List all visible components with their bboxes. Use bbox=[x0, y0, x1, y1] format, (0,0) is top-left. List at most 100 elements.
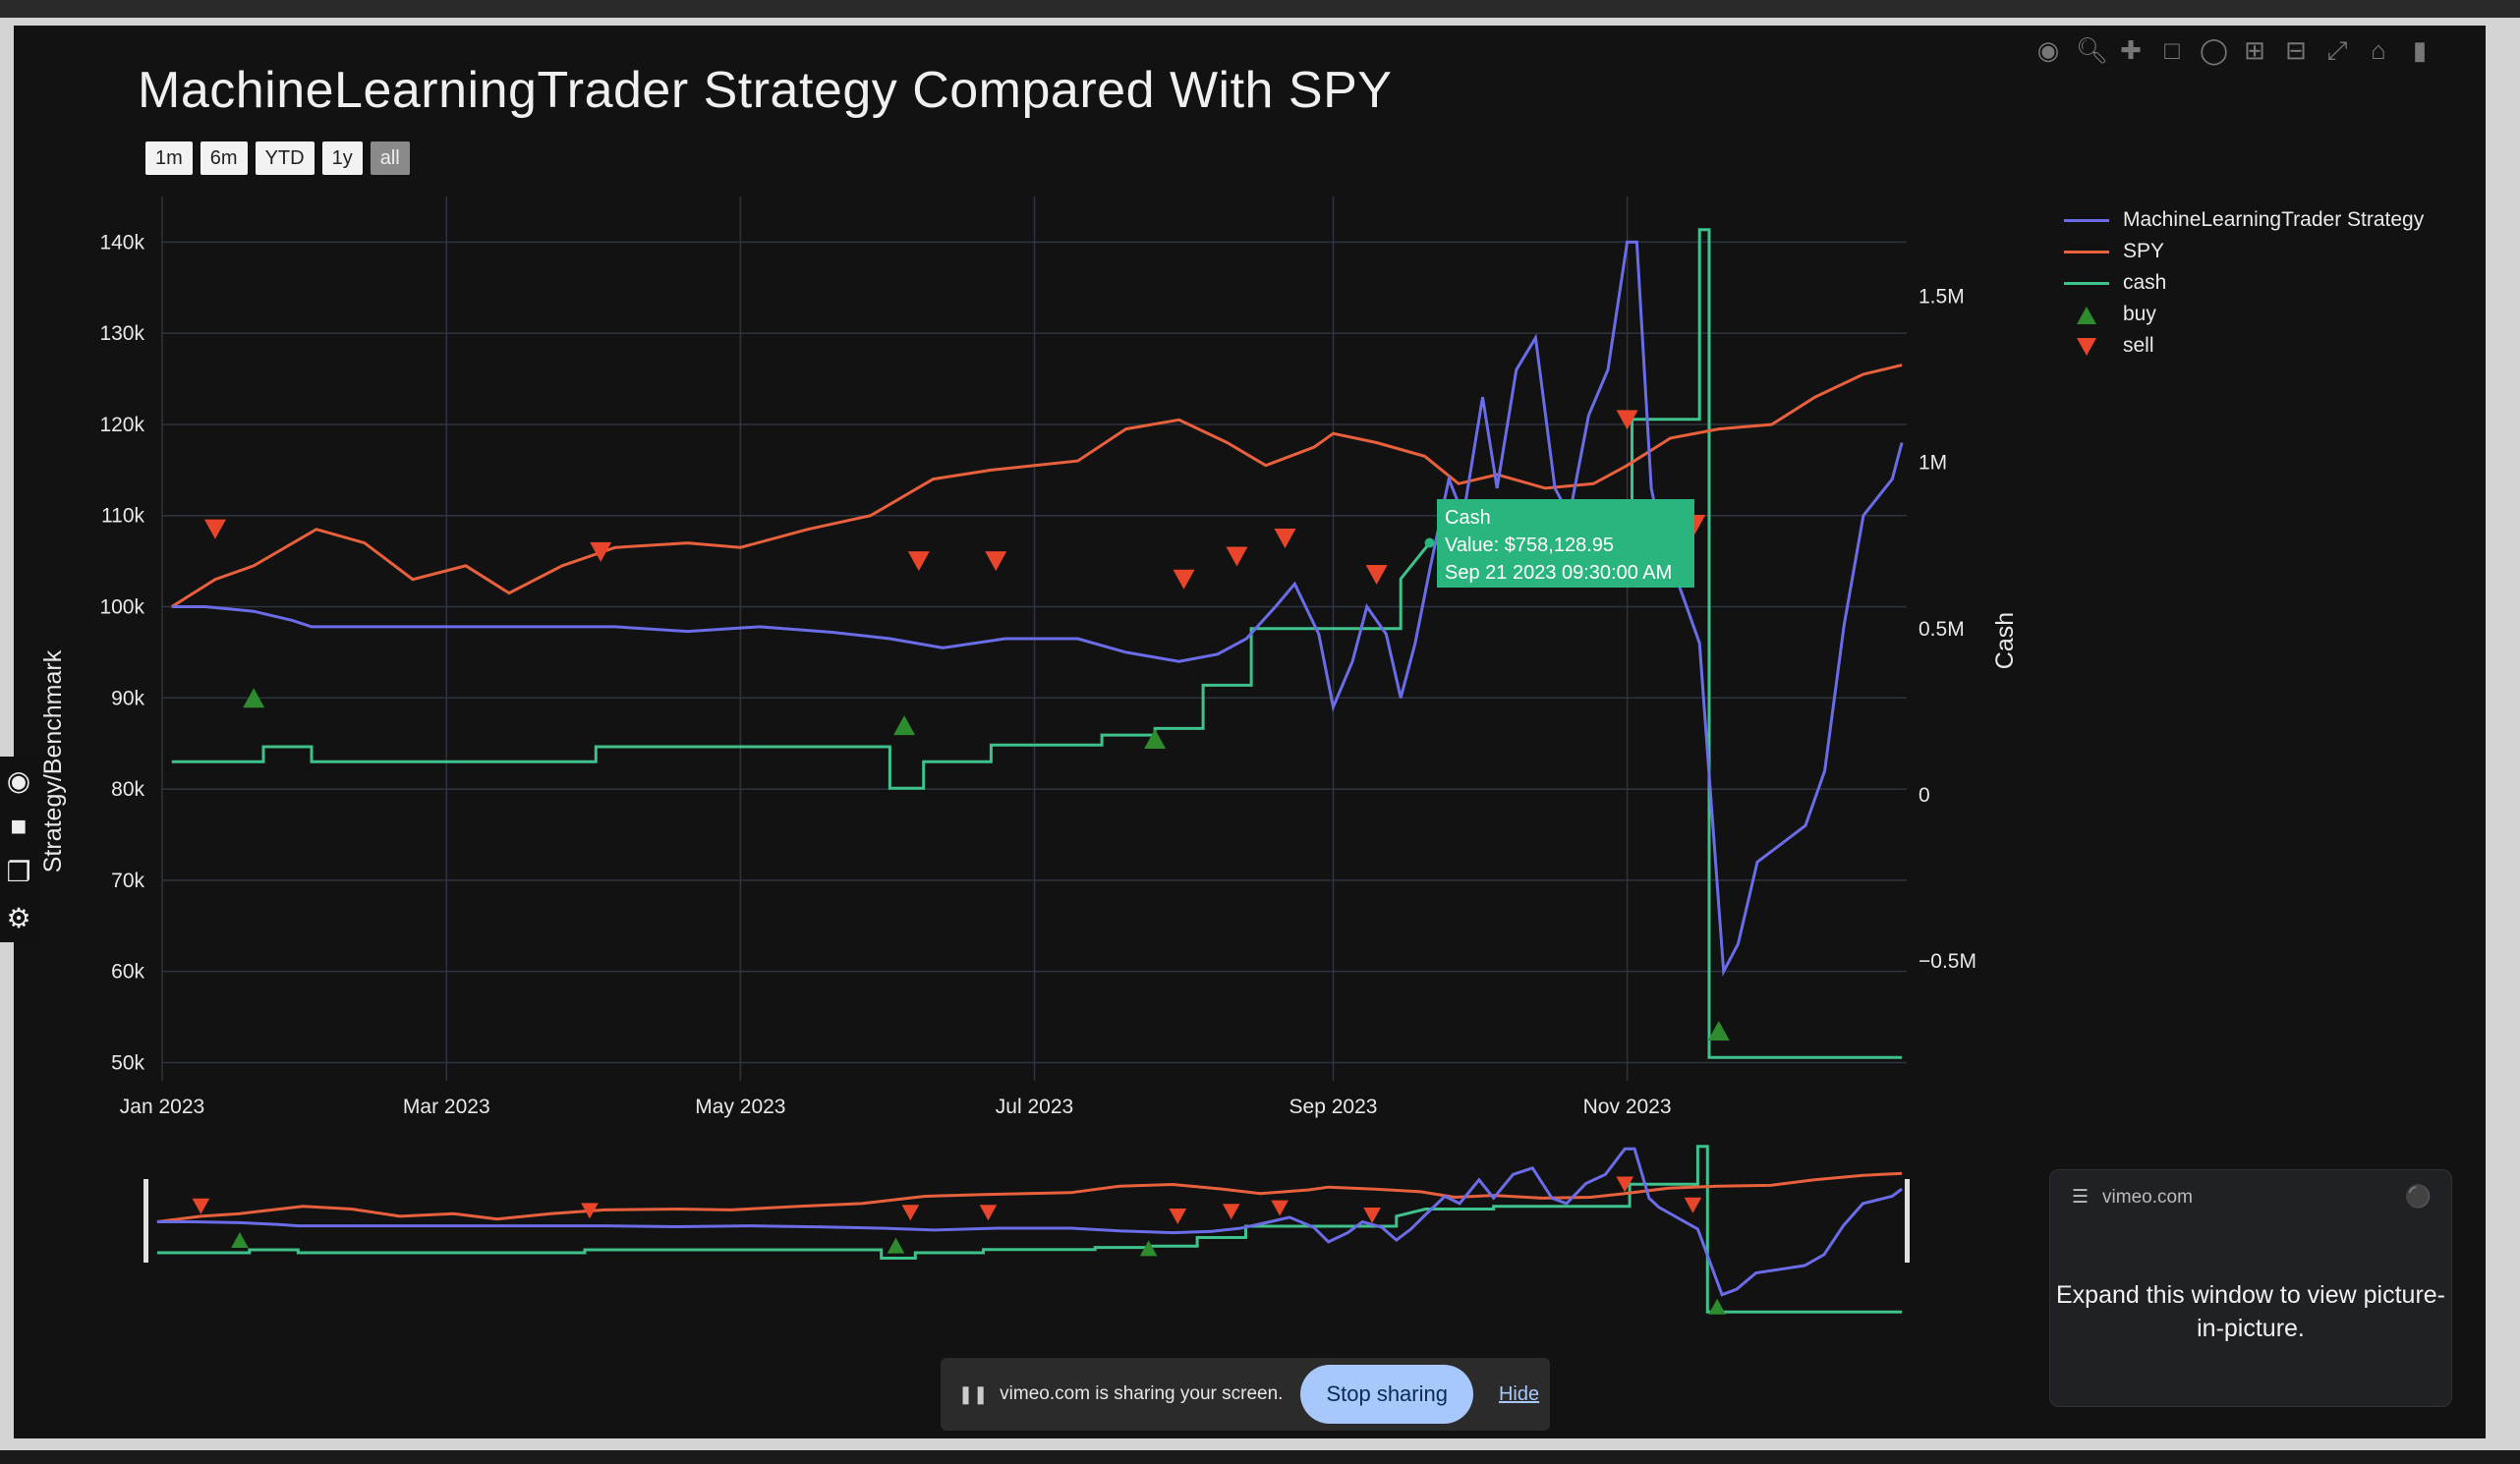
range-button-all[interactable]: all bbox=[370, 141, 410, 175]
left-toolbar: ◉ ■ ❐ ⚙ bbox=[0, 757, 37, 942]
autoscale-icon[interactable]: ⤢ bbox=[2326, 35, 2348, 65]
y2-tick-label: 1M bbox=[1919, 452, 1947, 475]
microphone-icon[interactable]: ⚫ bbox=[2404, 1184, 2432, 1209]
reset-axes-icon[interactable]: ⌂ bbox=[2371, 35, 2386, 65]
y-tick-label: 120k bbox=[99, 414, 144, 436]
camera-icon[interactable]: ◉ bbox=[6, 765, 31, 796]
slider-sell-marker bbox=[192, 1198, 210, 1214]
sell-marker bbox=[1616, 410, 1638, 430]
zoom-in-icon[interactable]: ⊞ bbox=[2244, 35, 2265, 65]
slider-handle-right bbox=[1905, 1179, 1910, 1263]
y-axis-title: Strategy/Benchmark bbox=[39, 649, 67, 873]
zoom-out-icon[interactable]: ⊟ bbox=[2285, 35, 2307, 65]
y2-tick-label: 0.5M bbox=[1919, 618, 1965, 641]
legend-item-sell[interactable]: sell bbox=[2064, 330, 2424, 362]
slider-line-spy bbox=[156, 1171, 1903, 1223]
pip-message: Expand this window to view picture-in-pi… bbox=[2055, 1281, 2446, 1342]
legend-item-strategy[interactable]: MachineLearningTrader Strategy bbox=[2064, 204, 2424, 236]
pip-site: vimeo.com bbox=[2102, 1186, 2193, 1208]
legend-swatch-strategy bbox=[2064, 208, 2109, 232]
slider-sell-marker bbox=[1271, 1200, 1289, 1216]
gear-icon[interactable]: ⚙ bbox=[6, 903, 31, 933]
window-icon[interactable]: ❐ bbox=[6, 857, 31, 887]
x-tick-label: May 2023 bbox=[695, 1096, 785, 1118]
y-tick-label: 60k bbox=[111, 961, 144, 984]
x-tick-label: Sep 2023 bbox=[1289, 1096, 1378, 1118]
screen-share-bar: ❚❚ vimeo.com is sharing your screen. Sto… bbox=[941, 1358, 1550, 1431]
pip-window[interactable]: ☰ vimeo.com ⚫ Expand this window to view… bbox=[2049, 1169, 2452, 1407]
y-tick-label: 90k bbox=[111, 687, 144, 709]
legend-label-spy: SPY bbox=[2123, 240, 2165, 262]
tooltip-date: Sep 21 2023 09:30:00 AM bbox=[1445, 562, 1672, 584]
range-button-1m[interactable]: 1m bbox=[145, 141, 193, 175]
slider-buy-marker bbox=[1708, 1298, 1726, 1315]
y-tick-label: 140k bbox=[99, 231, 144, 253]
y-tick-label: 80k bbox=[111, 778, 144, 801]
pan-icon[interactable]: ✚ bbox=[2120, 35, 2142, 65]
camera-icon[interactable]: ◉ bbox=[2036, 35, 2060, 65]
legend-swatch-buy bbox=[2064, 303, 2109, 326]
slider-buy-marker bbox=[231, 1232, 249, 1249]
tune-icon[interactable]: ☰ bbox=[2072, 1187, 2090, 1208]
legend-item-spy[interactable]: SPY bbox=[2064, 236, 2424, 267]
tooltip-value: Value: $758,128.95 bbox=[1445, 535, 1614, 556]
sell-marker bbox=[985, 551, 1007, 572]
x-tick-label: Nov 2023 bbox=[1583, 1096, 1672, 1118]
slider-handle-left bbox=[143, 1179, 148, 1263]
modebar: ◉ 🔍︎ ✚ □ ◯ ⊞ ⊟ ⤢ ⌂ ▮ bbox=[2034, 35, 2434, 67]
lasso-icon[interactable]: ◯ bbox=[2200, 35, 2229, 65]
slider-sell-marker bbox=[1684, 1197, 1702, 1213]
slider-line-strategy bbox=[156, 1147, 1903, 1297]
legend: MachineLearningTrader Strategy SPY cash … bbox=[2064, 204, 2424, 362]
tooltip-title: Cash bbox=[1445, 507, 1491, 529]
slider-sell-marker bbox=[1169, 1208, 1187, 1224]
y2-axis-title: Cash bbox=[1991, 612, 2019, 669]
range-selector: 1m 6m YTD 1y all bbox=[145, 141, 410, 175]
legend-swatch-cash bbox=[2064, 271, 2109, 295]
plotly-logo-icon[interactable]: ▮ bbox=[2412, 35, 2428, 65]
slider-sell-marker bbox=[1363, 1208, 1381, 1224]
grid-layer bbox=[161, 197, 1907, 1081]
stop-sharing-button[interactable]: Stop sharing bbox=[1300, 1365, 1473, 1424]
sell-marker bbox=[1173, 569, 1195, 590]
video-icon[interactable]: ■ bbox=[10, 811, 28, 841]
sell-marker bbox=[1274, 528, 1296, 548]
y-tick-label: 130k bbox=[99, 322, 144, 345]
sell-marker bbox=[907, 551, 930, 572]
hover-tooltip: Cash Value: $758,128.95 Sep 21 2023 09:3… bbox=[1424, 499, 1694, 588]
legend-item-cash[interactable]: cash bbox=[2064, 267, 2424, 299]
y2-tick-label: −0.5M bbox=[1919, 950, 1976, 973]
sell-marker bbox=[590, 541, 612, 562]
box-select-icon[interactable]: □ bbox=[2164, 35, 2180, 65]
pause-icon: ❚❚ bbox=[958, 1383, 989, 1404]
zoom-icon[interactable]: 🔍︎ bbox=[2076, 35, 2109, 65]
legend-item-buy[interactable]: buy bbox=[2064, 299, 2424, 330]
range-button-1y[interactable]: 1y bbox=[321, 141, 363, 175]
range-button-6m[interactable]: 6m bbox=[200, 141, 248, 175]
slider-sell-marker bbox=[581, 1203, 599, 1219]
legend-label-strategy: MachineLearningTrader Strategy bbox=[2123, 208, 2425, 231]
range-button-ytd[interactable]: YTD bbox=[255, 141, 315, 175]
x-tick-label: Mar 2023 bbox=[403, 1096, 490, 1118]
series-line-strategy bbox=[171, 240, 1904, 978]
sell-marker bbox=[1365, 565, 1388, 586]
series-line-cash bbox=[171, 228, 1903, 1059]
slider-line-cash bbox=[156, 1145, 1903, 1314]
y-tick-label: 100k bbox=[99, 596, 144, 619]
buy-marker bbox=[893, 715, 916, 736]
series-layer bbox=[171, 228, 1904, 1059]
slider-sell-marker bbox=[979, 1205, 998, 1221]
sell-marker bbox=[1226, 546, 1248, 567]
chart-title: MachineLearningTrader Strategy Compared … bbox=[138, 62, 1393, 119]
range-slider[interactable] bbox=[143, 1145, 1910, 1315]
legend-swatch-spy bbox=[2064, 240, 2109, 263]
taskbar-strip bbox=[0, 1450, 2520, 1464]
buy-marker bbox=[1707, 1020, 1730, 1041]
slider-buy-marker bbox=[1139, 1240, 1158, 1257]
x-axis: Jan 2023 Mar 2023 May 2023 Jul 2023 Sep 2023… bbox=[120, 1096, 1672, 1118]
hide-link[interactable]: Hide bbox=[1498, 1382, 1540, 1405]
x-tick-label: Jan 2023 bbox=[120, 1096, 204, 1118]
sell-marker bbox=[203, 519, 226, 539]
